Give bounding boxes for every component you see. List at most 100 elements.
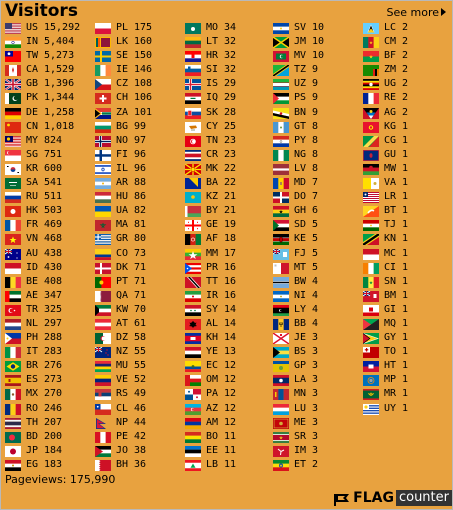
country-code: BD xyxy=(26,430,39,442)
flag-ci-icon xyxy=(363,262,379,274)
country-code: CO xyxy=(116,247,129,259)
flag-fj-icon xyxy=(273,248,289,260)
country-code: IL xyxy=(116,162,129,174)
visitor-count: 71 xyxy=(134,261,147,273)
flag-ma-icon xyxy=(95,220,111,232)
flag-nz-icon xyxy=(95,347,111,359)
country-code: EE xyxy=(206,444,219,456)
country-code: KE xyxy=(294,233,307,245)
country-code: CN xyxy=(26,120,39,132)
country-code: ET xyxy=(294,458,307,470)
visitor-count: 283 xyxy=(44,346,63,358)
flag-gb-icon xyxy=(5,79,21,91)
flag-mm-icon xyxy=(185,248,201,260)
country-code: GP xyxy=(294,360,307,372)
flag-mt-icon xyxy=(273,262,289,274)
visitor-count: 38 xyxy=(134,444,147,456)
widget-title: Visitors xyxy=(5,1,78,21)
flag-sk-icon xyxy=(185,107,201,119)
country-code: BN xyxy=(294,106,307,118)
flag-in-icon xyxy=(5,37,21,49)
visitor-count: 6 xyxy=(312,205,319,217)
visitor-count: 8 xyxy=(312,120,319,132)
visitor-count: 1 xyxy=(402,162,409,174)
flag-pk-icon xyxy=(5,93,21,105)
flag-se-icon xyxy=(95,51,111,63)
flag-cm-icon xyxy=(363,37,379,49)
flag-au-icon xyxy=(5,248,21,260)
country-code: SN xyxy=(384,275,397,287)
visitor-count: 469 xyxy=(44,219,63,231)
visitor-count: 1 xyxy=(402,275,409,287)
country-code: AU xyxy=(26,247,39,259)
visitor-count: 10 xyxy=(312,50,325,62)
country-code: FR xyxy=(26,219,39,231)
visitor-count: 276 xyxy=(44,360,63,372)
flag-bt-icon xyxy=(363,206,379,218)
flag-gy-icon xyxy=(363,333,379,345)
flag-jm-icon xyxy=(273,37,289,49)
visitor-count: 58 xyxy=(134,332,147,344)
country-code: NL xyxy=(26,317,39,329)
visitor-count: 15,292 xyxy=(44,22,81,33)
country-code: TR xyxy=(26,303,39,315)
country-code: IM xyxy=(294,444,307,456)
flag-at-icon xyxy=(95,318,111,330)
country-code: HT xyxy=(384,360,397,372)
flag-az-icon xyxy=(185,403,201,415)
visitor-count: 3 xyxy=(312,430,319,442)
country-code: ZM xyxy=(384,64,397,76)
visitor-count: 3 xyxy=(312,346,319,358)
flag-cl-icon xyxy=(95,403,111,415)
country-code: KN xyxy=(384,233,397,245)
country-code: SA xyxy=(26,177,39,189)
flag-ge-icon xyxy=(185,220,201,232)
visitor-count: 29 xyxy=(224,92,237,104)
pageviews-label: Pageviews: xyxy=(5,473,67,486)
flag-gh-icon xyxy=(273,206,289,218)
flag-counter-logo[interactable]: FLAG counter xyxy=(333,490,452,506)
country-code: MC xyxy=(384,247,397,259)
country-code: RU xyxy=(26,191,39,203)
visitor-count: 288 xyxy=(44,332,63,344)
country-code: BF xyxy=(384,50,397,62)
visitor-count: 438 xyxy=(44,247,63,259)
visitor-count: 86 xyxy=(134,191,147,203)
visitor-count: 1,344 xyxy=(44,92,75,104)
country-code: PS xyxy=(294,92,307,104)
flag-gt-icon xyxy=(273,121,289,133)
flag-et-icon xyxy=(273,459,289,471)
flag-cz-icon xyxy=(95,79,111,91)
flag-om-icon xyxy=(185,375,201,387)
flag-th-icon xyxy=(5,417,21,429)
country-code: MK xyxy=(206,162,219,174)
country-code: GU xyxy=(384,148,397,160)
visitor-count: 12 xyxy=(224,374,237,386)
visitor-count: 4 xyxy=(312,317,319,329)
see-more-link[interactable]: See more xyxy=(386,6,446,19)
country-code: DK xyxy=(116,261,129,273)
visitor-count: 106 xyxy=(134,92,153,104)
visitor-count: 347 xyxy=(44,289,63,301)
visitor-count: 16 xyxy=(224,261,237,273)
flag-py-icon xyxy=(273,135,289,147)
flag-ly-icon xyxy=(273,304,289,316)
visitor-count: 1 xyxy=(402,303,409,315)
flag-gp-icon xyxy=(273,361,289,373)
flag-mr-icon xyxy=(363,389,379,401)
flag-mc-icon xyxy=(363,248,379,260)
flag-pa-icon xyxy=(185,389,201,401)
country-code: LT xyxy=(206,36,219,48)
flag-ht-icon xyxy=(363,361,379,373)
visitor-count: 82 xyxy=(134,205,147,217)
flag-tw-icon xyxy=(5,51,21,63)
flag-pr-icon xyxy=(185,262,201,274)
country-code: UG xyxy=(384,78,397,90)
flag-al-icon xyxy=(185,318,201,330)
flag-ua-icon xyxy=(95,206,111,218)
country-code: FI xyxy=(116,148,129,160)
visitor-count: 32 xyxy=(224,64,237,76)
flag-mw-icon xyxy=(363,163,379,175)
visitor-count: 751 xyxy=(44,148,63,160)
flag-tt-icon xyxy=(185,276,201,288)
